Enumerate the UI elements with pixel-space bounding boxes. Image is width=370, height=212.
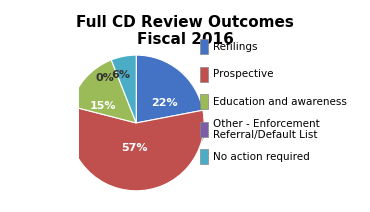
Wedge shape [111,55,136,123]
Polygon shape [199,123,204,145]
Polygon shape [68,126,153,169]
Text: 0%: 0% [96,73,114,83]
Wedge shape [68,106,204,191]
Text: 6%: 6% [111,70,130,80]
Text: Other - Enforcement
Referral/Default List: Other - Enforcement Referral/Default Lis… [212,119,319,140]
Text: Prospective: Prospective [212,69,273,79]
Wedge shape [71,60,136,123]
FancyBboxPatch shape [200,149,208,164]
FancyBboxPatch shape [200,122,208,137]
FancyBboxPatch shape [200,94,208,109]
Text: 15%: 15% [90,101,117,111]
Text: 57%: 57% [122,143,148,153]
Text: Education and awareness: Education and awareness [212,97,346,107]
FancyBboxPatch shape [200,67,208,82]
FancyBboxPatch shape [200,39,208,54]
Text: No action required: No action required [212,152,309,162]
Text: Full CD Review Outcomes
Fiscal 2016: Full CD Review Outcomes Fiscal 2016 [76,15,294,47]
Text: 22%: 22% [151,99,178,109]
Wedge shape [136,55,203,123]
Polygon shape [153,137,199,168]
Text: Refilings: Refilings [212,42,257,52]
